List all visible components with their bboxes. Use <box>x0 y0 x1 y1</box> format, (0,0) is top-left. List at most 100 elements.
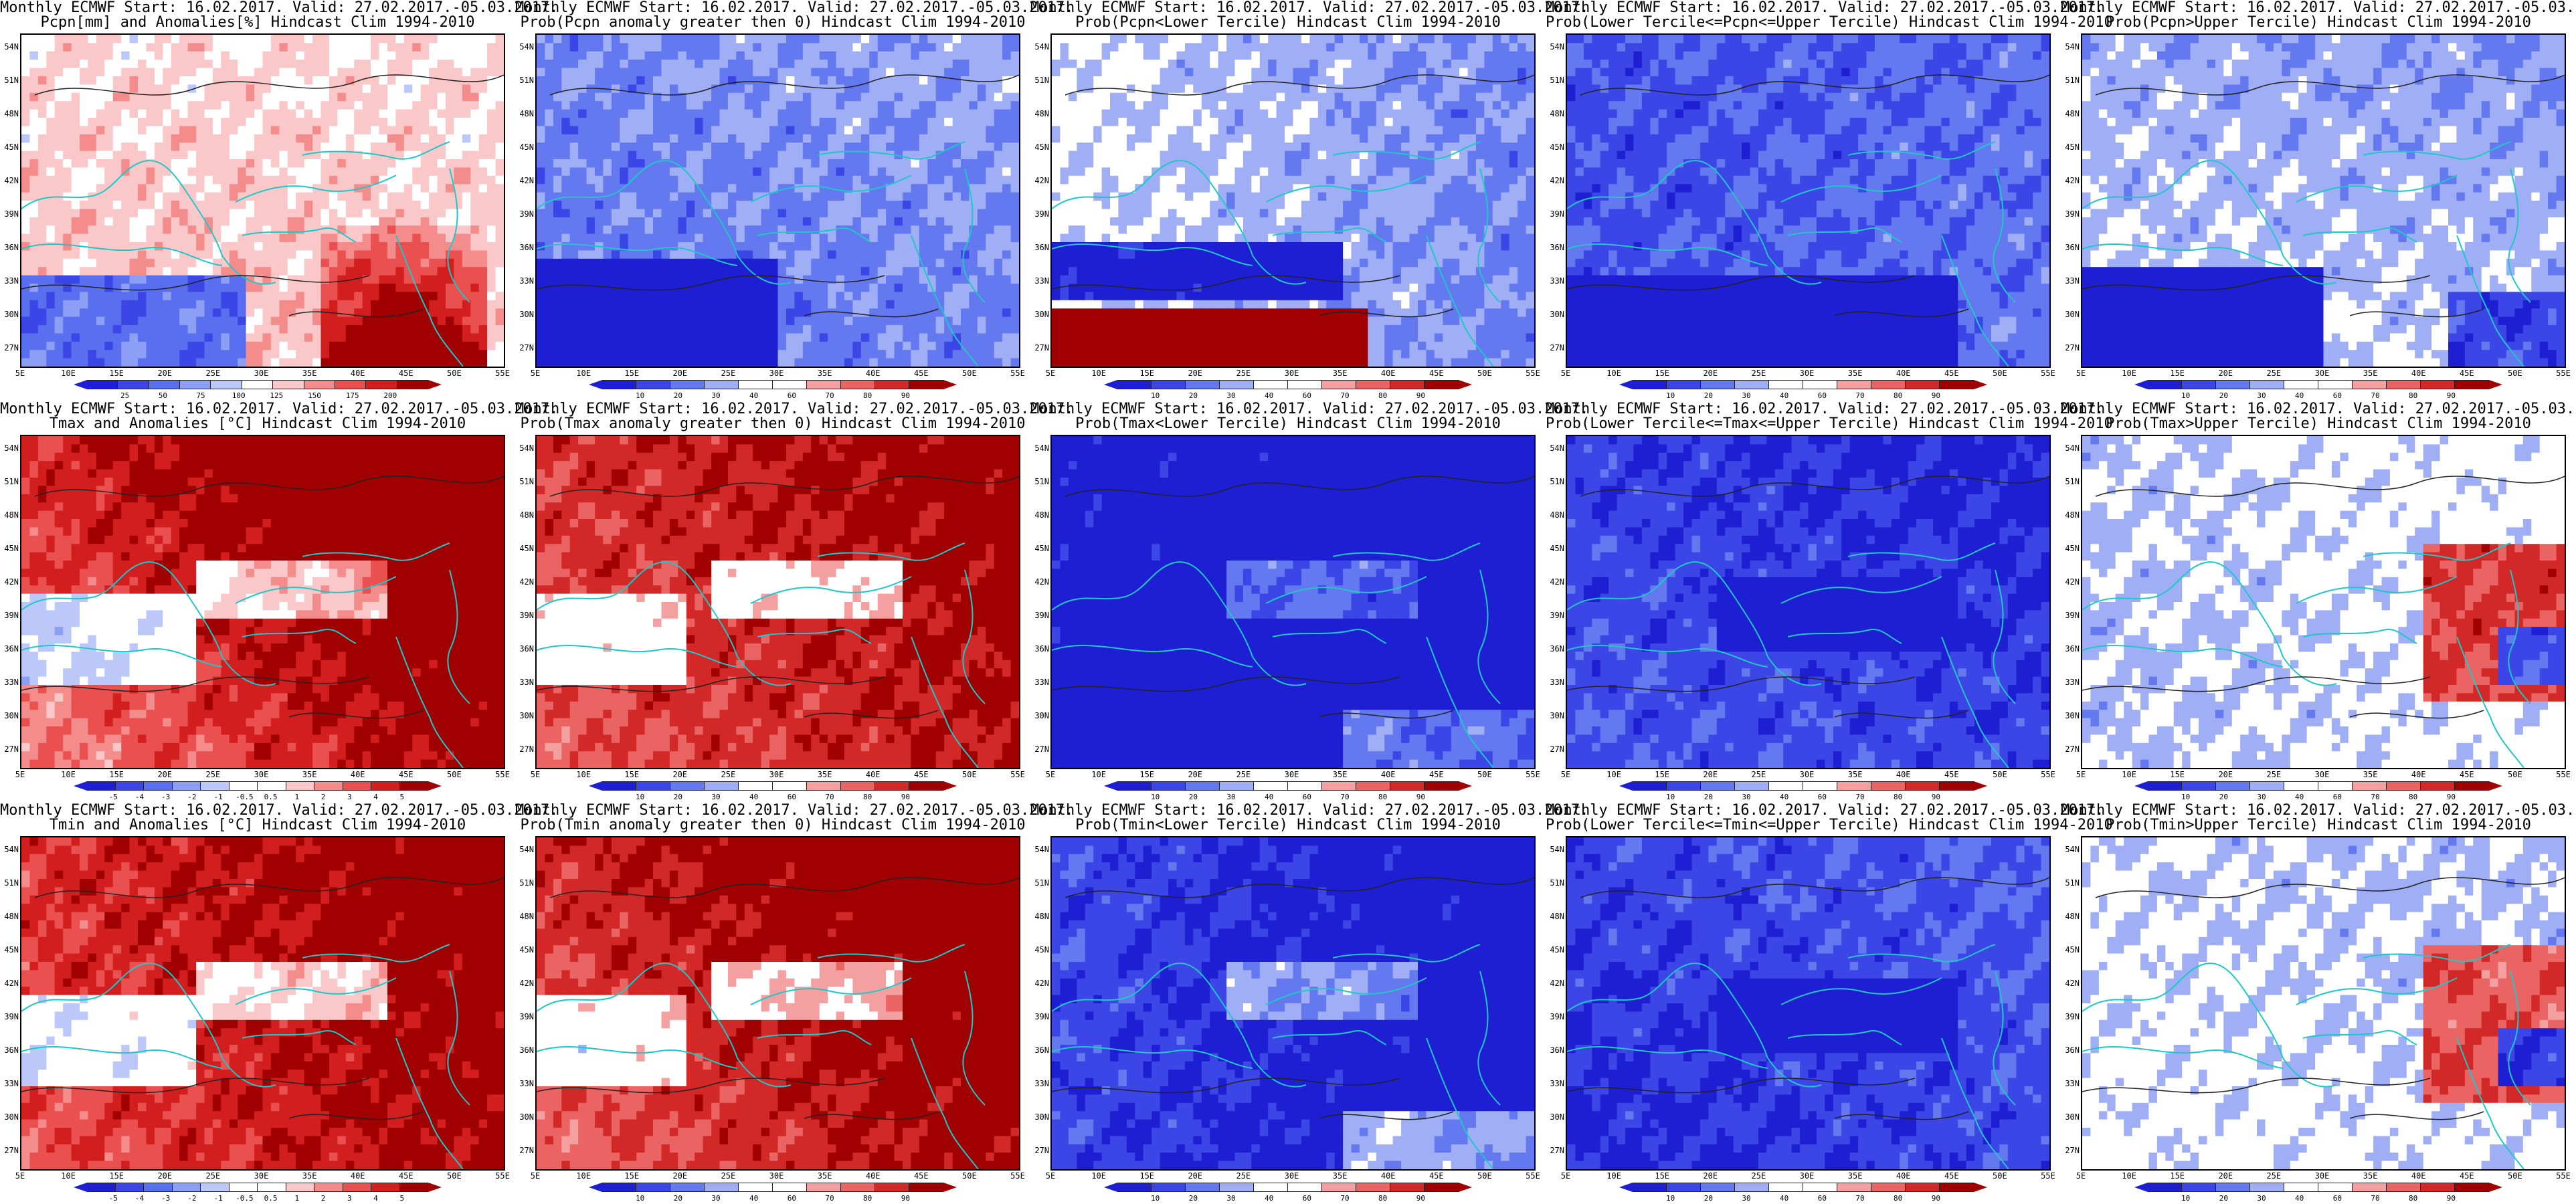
colorbar-min-arrow <box>1619 781 1633 791</box>
colorbar <box>1619 380 1987 389</box>
longitude-tick-label: 45E <box>908 771 935 779</box>
longitude-tick-label: 20E <box>151 1172 178 1180</box>
latitude-tick-label: 27N <box>1546 344 1564 352</box>
longitude-tick-label: 35E <box>2357 1172 2384 1180</box>
colorbar-tick-label: 60 <box>1809 793 1835 801</box>
longitude-tick-label: 20E <box>2212 369 2239 377</box>
longitude-tick-label: 25E <box>1230 771 1257 779</box>
longitude-tick-label: 20E <box>1182 771 1208 779</box>
longitude-tick-label: 30E <box>248 369 275 377</box>
panel-header-line: Monthly ECMWF Start: 16.02.2017. Valid: … <box>2061 401 2576 417</box>
panel-title: Prob(Lower Tercile<=Tmax<=Upper Tercile)… <box>1546 416 2113 432</box>
colorbar-tick-label: 80 <box>2400 793 2427 801</box>
longitude-tick-label: 10E <box>2116 369 2142 377</box>
colorbar-tick-label: 80 <box>854 392 881 399</box>
longitude-tick-label: 30E <box>1794 1172 1821 1180</box>
longitude-tick-label: 40E <box>2405 771 2432 779</box>
panel-header-line: Monthly ECMWF Start: 16.02.2017. Valid: … <box>0 0 558 16</box>
colorbar-segment <box>1701 1183 1735 1192</box>
colorbar <box>589 380 957 389</box>
longitude-tick-label: 10E <box>570 1172 597 1180</box>
colorbar-segment <box>1871 781 1906 791</box>
longitude-tick-label: 40E <box>345 369 371 377</box>
colorbar-segment <box>1803 1183 1837 1192</box>
longitude-tick-label: 50E <box>1471 771 1498 779</box>
latitude-tick-label: 51N <box>1546 879 1564 887</box>
colorbar-max-arrow <box>943 781 957 791</box>
map-plot <box>535 435 1020 769</box>
longitude-tick-label: 20E <box>1182 369 1208 377</box>
latitude-tick-label: 36N <box>0 645 19 653</box>
colorbar-segment <box>314 1183 343 1192</box>
colorbar-tick-label: 4 <box>363 793 389 801</box>
latitude-tick-label: 42N <box>1030 578 1049 586</box>
longitude-tick-label: 15E <box>1133 369 1160 377</box>
colorbar-segment <box>304 380 335 389</box>
panel-header-line: Monthly ECMWF Start: 16.02.2017. Valid: … <box>2061 0 2576 16</box>
colorbar-max-arrow <box>428 1183 442 1192</box>
latitude-tick-label: 51N <box>0 478 19 486</box>
longitude-tick-label: 50E <box>441 369 468 377</box>
longitude-tick-label: 25E <box>199 1172 226 1180</box>
colorbar-tick-label: 60 <box>2324 392 2351 399</box>
longitude-tick-label: 10E <box>1085 369 1112 377</box>
colorbar-segment <box>314 781 343 791</box>
longitude-tick-label: 35E <box>2357 771 2384 779</box>
colorbar-tick-label: 70 <box>2362 392 2389 399</box>
colorbar-segment <box>1186 781 1220 791</box>
colorbar-tick-label: 30 <box>1218 392 1245 399</box>
colorbar-segment <box>2148 380 2182 389</box>
colorbar-segment <box>1667 380 1701 389</box>
colorbar-tick-label: 70 <box>1331 793 1358 801</box>
latitude-tick-label: 48N <box>515 912 534 920</box>
map-plot <box>1566 836 2051 1171</box>
colorbar-tick-label: 70 <box>2362 793 2389 801</box>
colorbar-tick-label: 90 <box>892 793 919 801</box>
longitude-tick-label: 55E <box>1520 369 1546 377</box>
latitude-tick-label: 42N <box>515 979 534 987</box>
colorbar-segment <box>807 781 841 791</box>
latitude-tick-label: 42N <box>2061 177 2080 185</box>
longitude-tick-label: 55E <box>489 369 516 377</box>
colorbar-min-arrow <box>1619 1183 1633 1192</box>
colorbar-tick-label: 40 <box>1256 392 1283 399</box>
latitude-tick-label: 39N <box>0 611 19 619</box>
map-plot <box>20 435 505 769</box>
colorbar-tick-label: 10 <box>1142 1195 1169 1202</box>
colorbar-tick-label: 0.5 <box>258 1195 284 1202</box>
colorbar-tick-label: 10 <box>627 793 654 801</box>
longitude-tick-label: 10E <box>2116 771 2142 779</box>
latitude-tick-label: 54N <box>1546 43 1564 51</box>
colorbar-segment <box>229 781 258 791</box>
colorbar-tick-label: 40 <box>2286 1195 2313 1202</box>
latitude-tick-label: 27N <box>0 1146 19 1155</box>
latitude-tick-label: 45N <box>515 544 534 553</box>
colorbar-segment <box>399 781 428 791</box>
colorbar-tick-label: 40 <box>1771 1195 1798 1202</box>
longitude-tick-label: 25E <box>1745 369 1772 377</box>
longitude-tick-label: 50E <box>956 369 983 377</box>
latitude-tick-label: 30N <box>515 712 534 720</box>
latitude-tick-label: 36N <box>515 243 534 252</box>
colorbar-segment <box>875 781 909 791</box>
map-panel: Monthly ECMWF Start: 16.02.2017. Valid: … <box>515 0 1073 401</box>
latitude-tick-label: 48N <box>0 511 19 519</box>
colorbar-segment <box>1288 380 1322 389</box>
longitude-tick-label: 25E <box>1230 369 1257 377</box>
colorbar-segment <box>705 1183 739 1192</box>
colorbar-segment <box>1633 380 1667 389</box>
colorbar-tick-label: 125 <box>263 392 290 399</box>
latitude-tick-label: 51N <box>515 76 534 84</box>
colorbar-segment <box>670 380 705 389</box>
colorbar-segment <box>2318 781 2353 791</box>
latitude-tick-label: 45N <box>515 946 534 954</box>
longitude-tick-label: 35E <box>296 1172 323 1180</box>
longitude-tick-label: 25E <box>715 771 741 779</box>
map-field <box>2082 837 2565 1169</box>
longitude-tick-label: 30E <box>1279 771 1305 779</box>
colorbar-segment <box>286 1183 314 1192</box>
colorbar-segment <box>115 781 144 791</box>
longitude-tick-label: 35E <box>296 771 323 779</box>
colorbar-tick-label: 10 <box>2173 793 2199 801</box>
panel-title: Prob(Tmax<Lower Tercile) Hindcast Clim 1… <box>1030 416 1546 432</box>
